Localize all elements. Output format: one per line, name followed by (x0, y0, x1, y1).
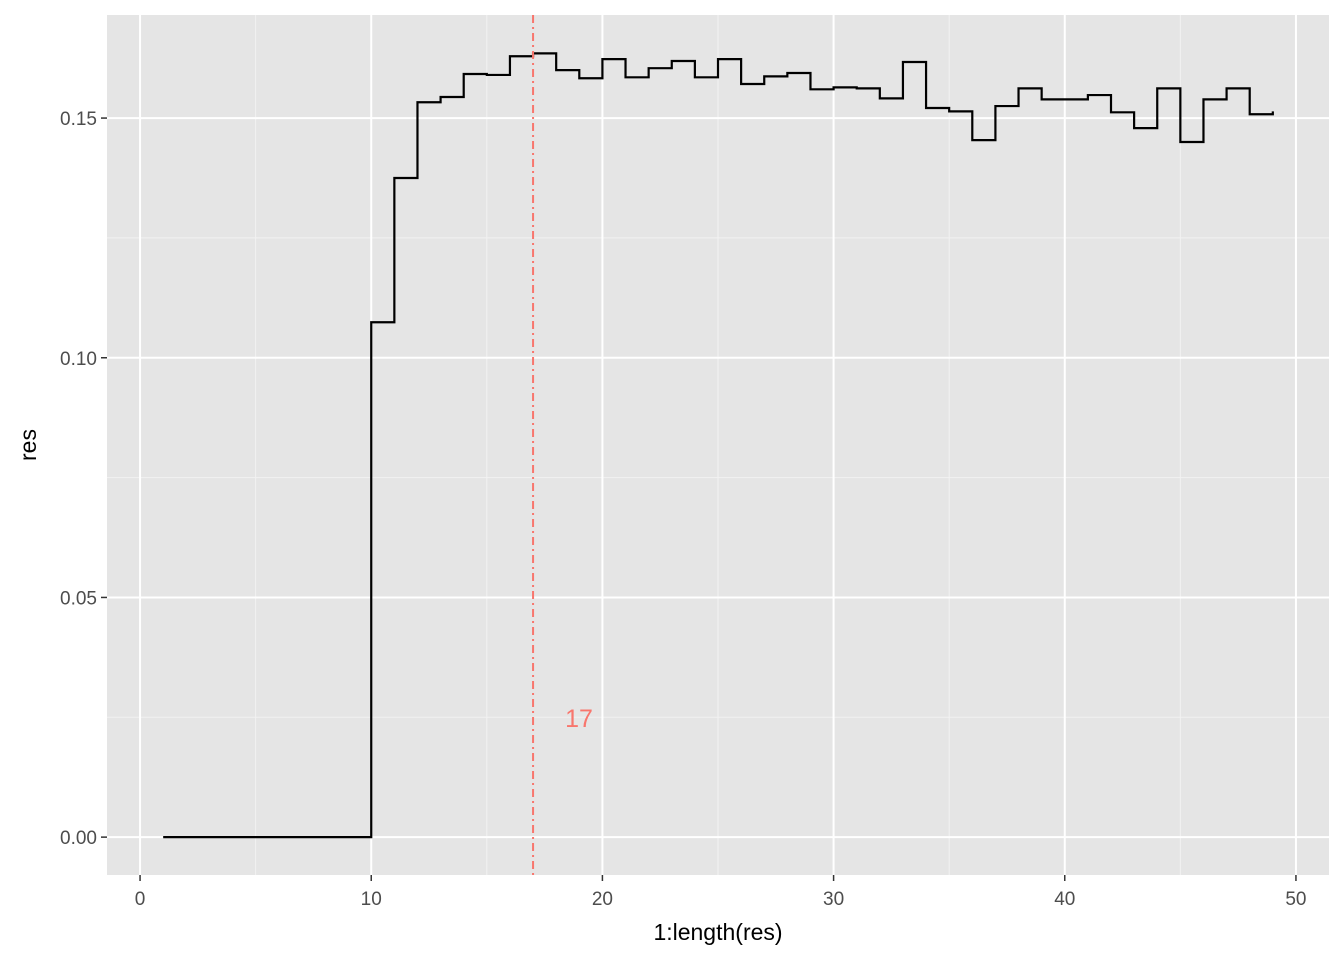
y-tick-label: 0.05 (60, 588, 97, 609)
x-tick-label: 20 (592, 889, 613, 910)
y-tick-label: 0.10 (60, 349, 97, 370)
y-axis-title: res (15, 429, 41, 461)
y-tick-label: 0.00 (60, 828, 97, 849)
step-line (163, 52, 1274, 839)
x-tick-label: 30 (823, 889, 844, 910)
x-tick-label: 40 (1054, 889, 1075, 910)
x-axis-title: 1:length(res) (653, 919, 782, 945)
x-tick-label: 10 (361, 889, 382, 910)
vline-label: 17 (565, 705, 593, 733)
x-tick-label: 0 (135, 889, 146, 910)
x-tick-label: 50 (1285, 889, 1306, 910)
y-tick-label: 0.15 (60, 109, 97, 130)
